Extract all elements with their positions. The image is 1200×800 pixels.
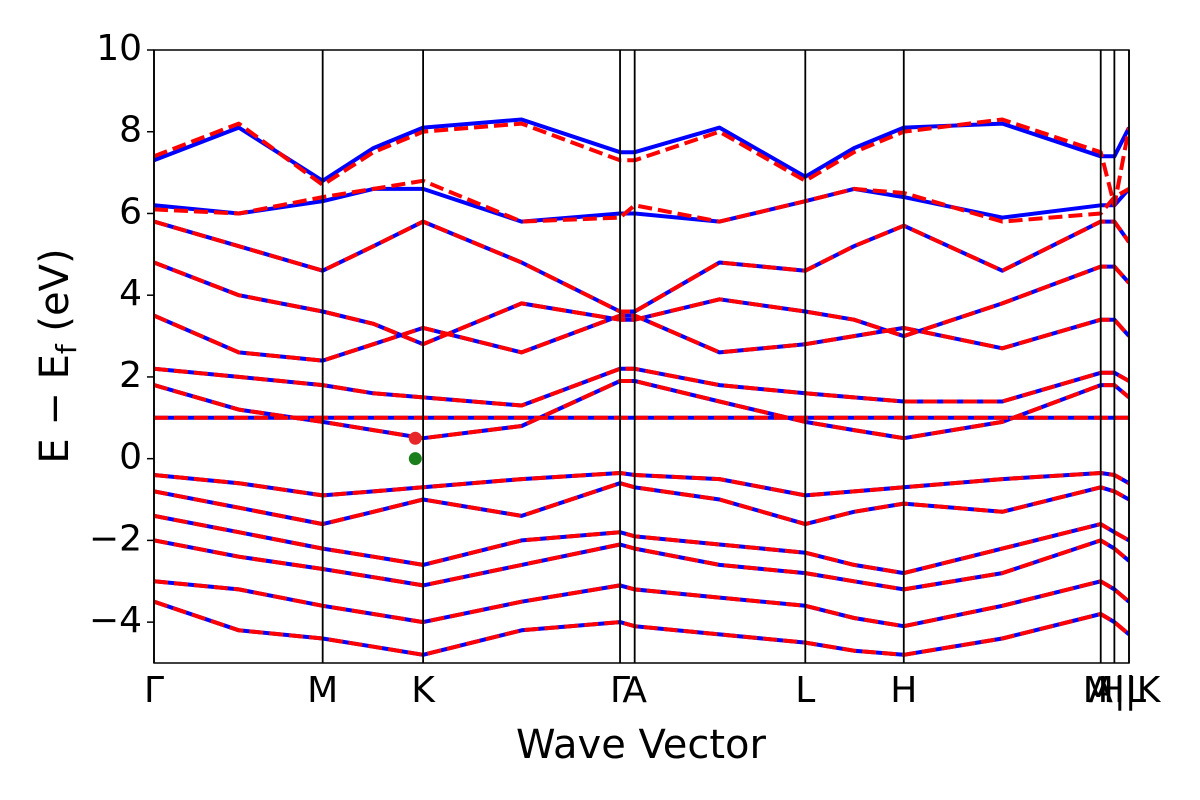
band-line <box>154 513 1129 576</box>
band-line <box>154 379 1129 441</box>
band-line <box>154 599 1129 657</box>
plot-area <box>154 117 1129 657</box>
band-line <box>154 117 1129 208</box>
y-tick-label: 4 <box>119 273 142 314</box>
y-label-sub: f <box>50 343 83 354</box>
band-line <box>154 219 1129 314</box>
x-tick-label: Γ <box>610 670 630 711</box>
band-line <box>154 186 1129 224</box>
y-tick-label: 2 <box>119 355 142 396</box>
point <box>408 452 422 466</box>
y-axis-label: E − Ef (eV) <box>32 248 83 463</box>
band-line <box>154 117 1129 183</box>
x-tick-label: A <box>1088 670 1113 711</box>
x-tick-label: M <box>307 670 338 711</box>
band-line <box>154 366 1129 408</box>
band-line <box>154 579 1129 629</box>
y-label-main: E − E <box>32 354 78 464</box>
x-tick-label: M|L <box>1083 670 1146 711</box>
y-tick-label: 10 <box>96 28 142 69</box>
x-tick-label: K <box>411 670 436 711</box>
y-label-unit: (eV) <box>32 248 78 344</box>
x-tick-label: L <box>795 670 815 711</box>
x-axis-label: Wave Vector <box>516 722 767 768</box>
point <box>408 431 422 445</box>
x-tick-label: Γ <box>144 670 164 711</box>
y-tick-label: 6 <box>119 191 142 232</box>
x-tick-label: H|K <box>1098 670 1162 711</box>
x-tick-label: A <box>622 670 647 711</box>
band-line <box>154 260 1129 347</box>
band-line <box>154 471 1129 498</box>
band-line <box>154 178 1129 224</box>
band-line <box>154 481 1129 527</box>
y-tick-label: 0 <box>119 437 142 478</box>
y-tick-label: −4 <box>89 600 142 641</box>
band-line <box>154 313 1129 363</box>
y-tick-label: 8 <box>119 110 142 151</box>
band-line <box>154 538 1129 592</box>
x-tick-label: H <box>890 670 917 711</box>
y-tick-label: −2 <box>89 518 142 559</box>
